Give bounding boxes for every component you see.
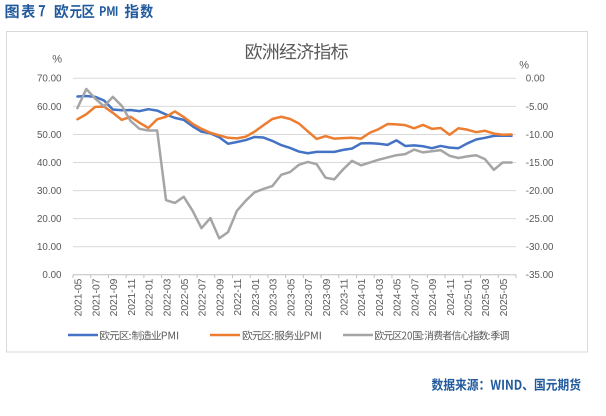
svg-text:-35.00: -35.00 bbox=[526, 270, 554, 281]
svg-text:%: % bbox=[519, 59, 529, 71]
svg-text:-10.00: -10.00 bbox=[526, 130, 554, 141]
svg-text:2023-05: 2023-05 bbox=[286, 278, 297, 316]
svg-text:30.00: 30.00 bbox=[37, 186, 62, 197]
svg-text:2022-05: 2022-05 bbox=[180, 278, 191, 316]
svg-text:10.00: 10.00 bbox=[37, 242, 62, 253]
svg-text:-5.00: -5.00 bbox=[526, 102, 549, 113]
svg-text:2024-11: 2024-11 bbox=[446, 278, 457, 315]
svg-text:-30.00: -30.00 bbox=[526, 242, 554, 253]
svg-text:2023-11: 2023-11 bbox=[339, 278, 350, 315]
svg-text:2022-07: 2022-07 bbox=[198, 278, 209, 316]
svg-text:2025-03: 2025-03 bbox=[481, 278, 492, 316]
svg-text:-25.00: -25.00 bbox=[526, 214, 554, 225]
svg-text:%: % bbox=[52, 53, 62, 65]
svg-text:2023-01: 2023-01 bbox=[251, 278, 262, 316]
svg-text:2023-09: 2023-09 bbox=[322, 278, 333, 316]
svg-text:2025-01: 2025-01 bbox=[464, 278, 475, 316]
svg-text:2021-07: 2021-07 bbox=[91, 278, 102, 316]
svg-text:2024-03: 2024-03 bbox=[375, 278, 386, 316]
svg-text:-20.00: -20.00 bbox=[526, 186, 554, 197]
svg-text:2021-09: 2021-09 bbox=[109, 278, 120, 316]
svg-text:2022-09: 2022-09 bbox=[215, 278, 226, 316]
svg-text:2021-11: 2021-11 bbox=[127, 278, 138, 315]
svg-text:-15.00: -15.00 bbox=[526, 158, 554, 169]
svg-text:2024-09: 2024-09 bbox=[428, 278, 439, 316]
svg-text:2025-05: 2025-05 bbox=[499, 278, 510, 316]
svg-text:0.00: 0.00 bbox=[42, 270, 62, 281]
svg-text:0.00: 0.00 bbox=[526, 74, 546, 85]
svg-text:2024-05: 2024-05 bbox=[393, 278, 404, 316]
svg-text:2022-11: 2022-11 bbox=[233, 278, 244, 315]
svg-text:70.00: 70.00 bbox=[37, 74, 62, 85]
svg-text:50.00: 50.00 bbox=[37, 130, 62, 141]
svg-text:2023-07: 2023-07 bbox=[304, 278, 315, 316]
svg-text:2021-05: 2021-05 bbox=[74, 278, 85, 316]
svg-text:40.00: 40.00 bbox=[37, 158, 62, 169]
svg-text:2024-07: 2024-07 bbox=[410, 278, 421, 316]
svg-text:20.00: 20.00 bbox=[37, 214, 62, 225]
svg-text:60.00: 60.00 bbox=[37, 102, 62, 113]
svg-text:2022-01: 2022-01 bbox=[145, 278, 156, 316]
svg-text:2024-01: 2024-01 bbox=[357, 278, 368, 316]
svg-text:2022-03: 2022-03 bbox=[162, 278, 173, 316]
svg-text:2023-03: 2023-03 bbox=[269, 278, 280, 316]
